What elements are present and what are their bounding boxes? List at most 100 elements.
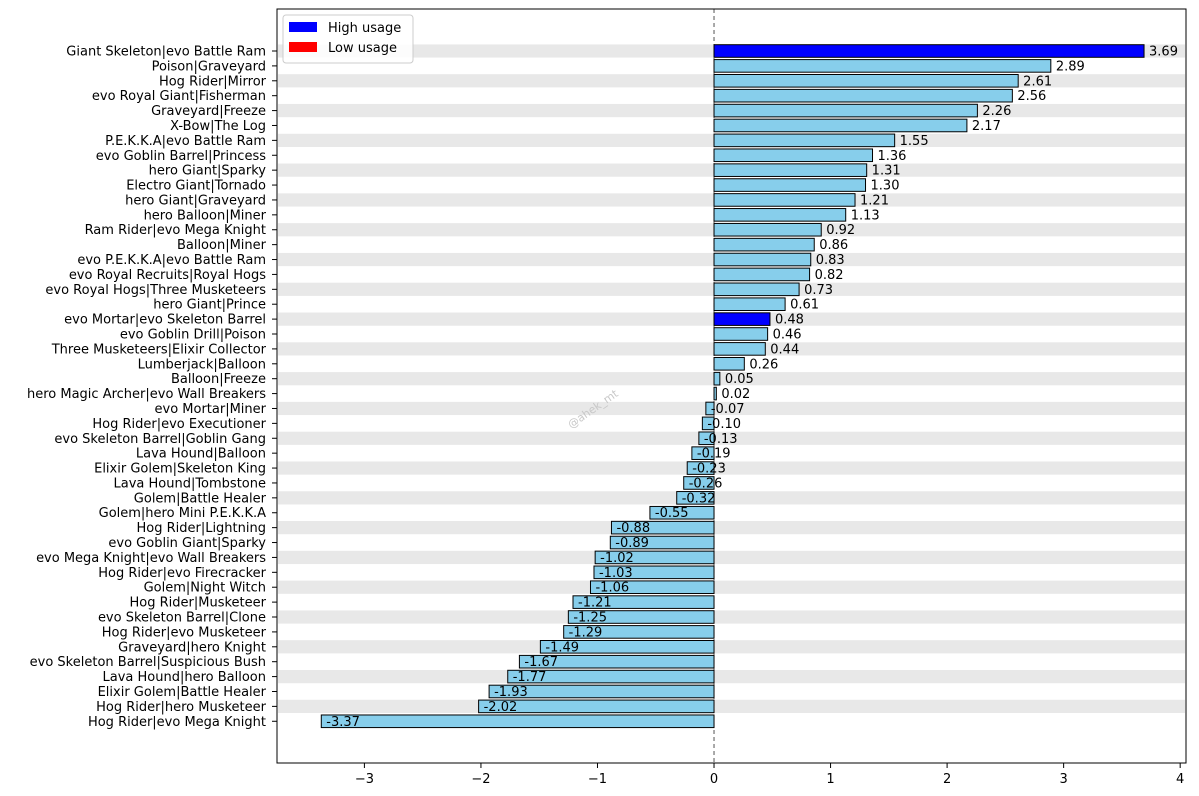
legend-swatch	[289, 22, 317, 32]
value-label: 0.92	[826, 223, 855, 238]
value-label: 0.82	[815, 268, 844, 283]
value-label: 2.17	[972, 119, 1001, 134]
value-label: -1.29	[569, 625, 603, 640]
category-label: Ram Rider|evo Mega Knight	[85, 223, 266, 238]
bar	[713, 356, 745, 371]
row-stripe	[278, 699, 1185, 713]
value-label: 2.56	[1017, 89, 1046, 104]
value-label: 0.44	[770, 342, 799, 357]
value-label: 1.13	[851, 208, 880, 223]
bar	[713, 282, 800, 297]
category-label: evo Goblin Barrel|Princess	[96, 149, 266, 164]
bar	[478, 699, 715, 714]
value-label: -0.32	[682, 491, 716, 506]
value-label: -1.21	[578, 596, 612, 611]
category-label: Balloon|Freeze	[171, 372, 266, 387]
bar	[713, 193, 856, 207]
bar	[676, 491, 715, 505]
bar	[713, 252, 812, 267]
category-label: evo Goblin Giant|Sparky	[108, 536, 266, 551]
category-label: Giant Skeleton|evo Battle Ram	[66, 45, 266, 60]
value-label: 0.46	[773, 328, 802, 343]
bar	[713, 267, 811, 282]
value-label: 2.89	[1056, 59, 1085, 74]
row-stripe	[278, 372, 1185, 386]
value-label: -1.49	[545, 640, 579, 655]
row-stripe	[278, 461, 1185, 475]
row-stripe	[278, 580, 1185, 594]
category-label: Hog Rider|evo Firecracker	[98, 566, 266, 581]
value-label: 0.83	[816, 253, 845, 268]
category-label: Hog Rider|evo Musketeer	[102, 625, 267, 640]
row-stripe	[278, 550, 1185, 565]
value-label: 1.55	[900, 134, 929, 149]
bar	[713, 88, 1013, 103]
x-tick-label: −3	[355, 772, 374, 787]
category-label: Hog Rider|Lightning	[136, 521, 266, 536]
value-label: -1.25	[573, 611, 607, 626]
value-label: 1.30	[871, 179, 900, 194]
bar	[713, 327, 769, 341]
bar	[713, 59, 1052, 73]
value-label: -0.88	[616, 521, 650, 536]
category-label: Hog Rider|evo Executioner	[92, 417, 266, 432]
bar	[698, 431, 715, 446]
category-label: hero Giant|Prince	[153, 298, 266, 313]
category-label: evo Royal Giant|Fisherman	[92, 89, 266, 104]
bar	[713, 342, 766, 356]
category-label: Lava Hound|Balloon	[136, 447, 266, 462]
value-label: -1.93	[494, 685, 528, 700]
row-stripe	[278, 491, 1185, 505]
row-stripe	[278, 401, 1185, 416]
bar	[713, 237, 815, 252]
bar	[691, 446, 715, 460]
x-tick-label: 4	[1176, 772, 1184, 787]
category-label: hero Balloon|Miner	[144, 208, 267, 223]
value-label: -0.89	[615, 536, 649, 551]
category-label: evo Goblin Drill|Poison	[120, 328, 266, 343]
x-tick-label: 0	[710, 772, 718, 787]
value-label: -0.26	[689, 476, 723, 491]
value-label: 2.26	[982, 104, 1011, 119]
category-label: Hog Rider|hero Musketeer	[96, 700, 266, 715]
bar	[713, 178, 867, 192]
value-label: 0.26	[749, 357, 778, 372]
x-tick-label: 1	[826, 772, 834, 787]
category-label: evo Mortar|Miner	[155, 402, 267, 417]
row-stripe	[278, 431, 1185, 445]
bar	[713, 386, 717, 401]
bar	[649, 505, 715, 520]
value-label: -0.13	[704, 432, 738, 447]
bar	[713, 73, 1019, 88]
bar	[610, 520, 715, 535]
value-label: 0.05	[725, 372, 754, 387]
x-tick-label: −1	[588, 772, 607, 787]
bar	[713, 133, 896, 148]
value-label: 1.21	[860, 193, 889, 208]
bar	[593, 565, 715, 580]
category-label: evo Mega Knight|evo Wall Breakers	[36, 551, 266, 566]
category-label: Graveyard|hero Knight	[118, 640, 266, 655]
value-label: -2.02	[484, 700, 518, 715]
category-label: Golem|Battle Healer	[134, 491, 267, 506]
bar	[713, 312, 771, 326]
row-stripe	[278, 521, 1185, 535]
value-label: -3.37	[326, 715, 360, 730]
category-label: evo Skeleton Barrel|Suspicious Bush	[30, 655, 266, 670]
category-label: hero Giant|Sparky	[149, 164, 267, 179]
value-label: 0.86	[819, 238, 848, 253]
category-label: evo P.E.K.K.A|evo Battle Ram	[77, 253, 266, 268]
bar	[713, 118, 968, 133]
category-label: evo Mortar|evo Skeleton Barrel	[64, 313, 266, 328]
value-label: 0.48	[775, 313, 804, 328]
bar	[594, 550, 715, 565]
category-label: Elixir Golem|Skeleton King	[94, 462, 266, 477]
bar	[683, 476, 715, 490]
category-label: evo Royal Recruits|Royal Hogs	[69, 268, 266, 283]
value-label: -1.67	[524, 655, 558, 670]
category-label: Electro Giant|Tornado	[126, 179, 266, 194]
value-label: 1.36	[878, 149, 907, 164]
category-label: Balloon|Miner	[177, 238, 267, 253]
value-label: -1.02	[600, 551, 634, 566]
